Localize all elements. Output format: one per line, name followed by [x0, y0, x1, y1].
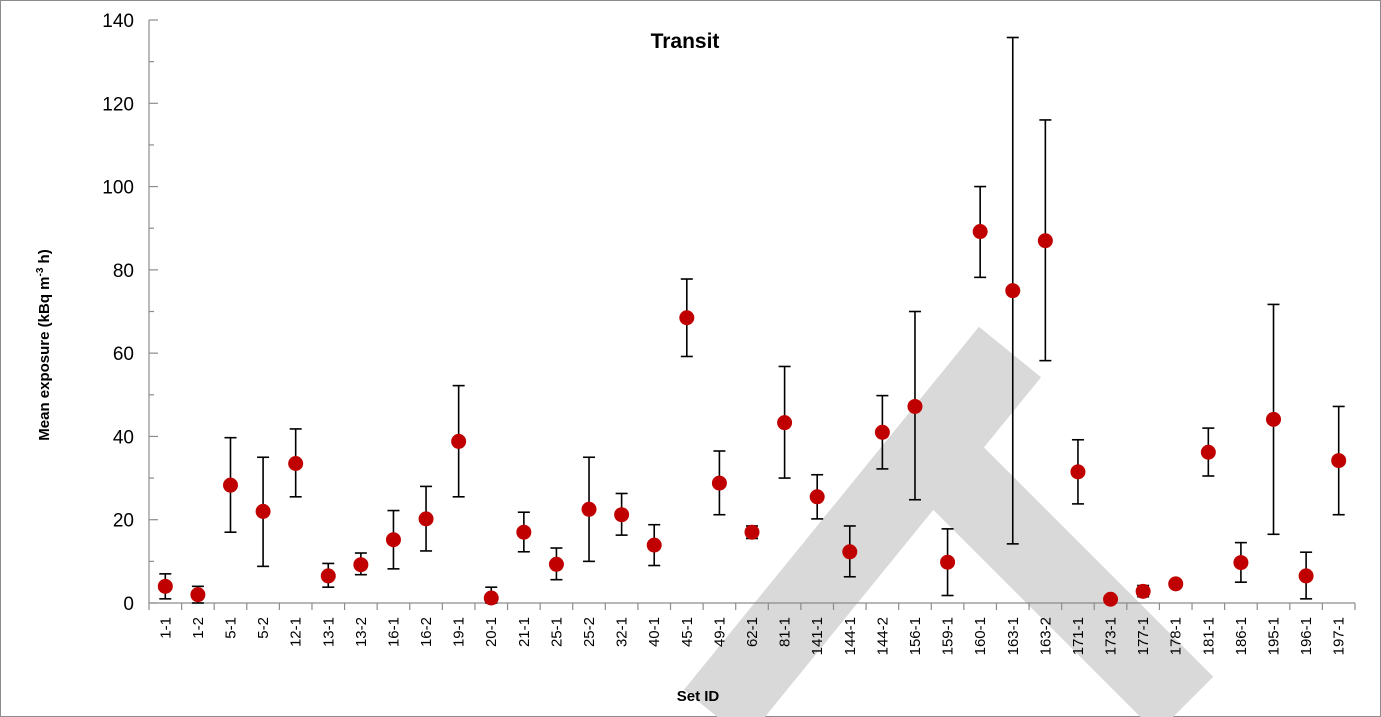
x-tick-label: 25-1 — [548, 617, 565, 647]
x-tick-label: 173-1 — [1103, 617, 1120, 655]
data-point — [1005, 283, 1021, 299]
data-point — [451, 433, 467, 449]
data-point — [1266, 411, 1282, 427]
x-tick-label: 144-2 — [874, 617, 891, 655]
data-point — [1200, 444, 1216, 460]
x-tick-label: 19-1 — [451, 617, 468, 647]
data-point — [809, 489, 825, 505]
y-tick-label: 140 — [102, 11, 134, 32]
x-tick-label: 49-1 — [711, 617, 728, 647]
y-axis-title-end: h) — [36, 249, 53, 267]
data-point — [614, 507, 630, 523]
watermark-stroke-left — [683, 326, 1042, 717]
x-tick-label: 40-1 — [646, 617, 663, 647]
data-point — [288, 455, 304, 471]
x-tick-label: 13-1 — [320, 617, 337, 647]
data-point — [418, 511, 434, 527]
data-point — [385, 532, 401, 548]
y-tick-label: 100 — [102, 178, 134, 199]
data-point — [255, 503, 271, 519]
y-axis-title-sup: -3 — [35, 267, 46, 276]
x-tick-label: 195-1 — [1266, 617, 1283, 655]
data-point — [1037, 233, 1053, 249]
x-tick-label: 45-1 — [679, 617, 696, 647]
x-tick-label: 81-1 — [777, 617, 794, 647]
x-tick-label: 156-1 — [907, 617, 924, 655]
y-tick-label: 60 — [113, 344, 134, 365]
data-point — [1168, 576, 1184, 592]
data-point — [353, 557, 369, 573]
data-point — [842, 544, 858, 560]
y-axis-title: Mean exposure (kBq m-3 h) — [35, 249, 53, 440]
data-point — [679, 310, 695, 326]
data-points — [157, 224, 1347, 607]
y-tick-labels: 0 20 40 60 80 100 120 140 — [102, 11, 134, 615]
x-tick-label: 186-1 — [1233, 617, 1250, 655]
x-tick-label: 20-1 — [483, 617, 500, 647]
watermark — [683, 326, 1214, 717]
x-tick-label: 5-2 — [255, 617, 272, 639]
x-tick-label: 1-1 — [157, 617, 174, 639]
x-axis-title: Set ID — [677, 688, 720, 705]
y-tick-label: 40 — [113, 427, 134, 448]
data-point — [320, 568, 336, 584]
x-tick-label: 21-1 — [516, 617, 533, 647]
data-point — [516, 524, 532, 540]
axes — [148, 19, 1356, 610]
x-tick-label: 141-1 — [809, 617, 826, 655]
data-point — [1331, 453, 1347, 469]
x-tick-label: 144-1 — [842, 617, 859, 655]
data-point — [1135, 583, 1151, 599]
x-tick-label: 62-1 — [744, 617, 761, 647]
x-tick-label: 197-1 — [1331, 617, 1348, 655]
x-tick-label: 13-2 — [353, 617, 370, 647]
x-tick-label: 16-1 — [385, 617, 402, 647]
error-bars — [159, 36, 1345, 604]
x-tick-label: 178-1 — [1168, 617, 1185, 655]
data-point — [940, 554, 956, 570]
x-tick-label: 196-1 — [1298, 617, 1315, 655]
x-tick-label: 181-1 — [1200, 617, 1217, 655]
data-point — [1298, 568, 1314, 584]
data-point — [907, 398, 923, 414]
data-point — [1103, 591, 1119, 607]
data-point — [1233, 555, 1249, 571]
data-point — [1070, 464, 1086, 480]
data-point — [190, 587, 206, 603]
data-point — [744, 524, 760, 540]
data-point — [711, 475, 727, 491]
chart-title: Transit — [651, 30, 720, 53]
y-tick-label: 80 — [113, 261, 134, 282]
x-tick-label: 5-1 — [222, 617, 239, 639]
x-tick-label: 1-2 — [190, 617, 207, 639]
data-point — [157, 578, 173, 594]
y-tick-label: 120 — [102, 94, 134, 115]
x-tick-label: 16-2 — [418, 617, 435, 647]
y-tick-label: 20 — [113, 511, 134, 532]
data-point — [222, 477, 238, 493]
y-tick-label: 0 — [123, 594, 134, 615]
x-tick-label: 177-1 — [1135, 617, 1152, 655]
watermark-stroke-right — [906, 426, 1214, 717]
data-point — [777, 415, 793, 431]
x-tick-label: 32-1 — [614, 617, 631, 647]
data-point — [548, 556, 564, 572]
x-tick-label: 12-1 — [288, 617, 305, 647]
y-axis-title-main: Mean exposure (kBq m — [36, 277, 53, 441]
x-tick-label: 163-1 — [1005, 617, 1022, 655]
data-point — [483, 590, 499, 606]
x-tick-labels: 1-1 1-2 5-1 5-2 12-1 13-1 13-2 16-1 16-2 19-1 20-1… — [157, 617, 1347, 655]
data-point — [581, 501, 597, 517]
data-point — [874, 424, 890, 440]
x-tick-label: 159-1 — [940, 617, 957, 655]
x-tick-label: 25-2 — [581, 617, 598, 647]
data-point — [646, 537, 662, 553]
x-tick-label: 171-1 — [1070, 617, 1087, 655]
x-tick-label: 160-1 — [972, 617, 989, 655]
data-point — [972, 224, 988, 240]
x-tick-label: 163-2 — [1037, 617, 1054, 655]
